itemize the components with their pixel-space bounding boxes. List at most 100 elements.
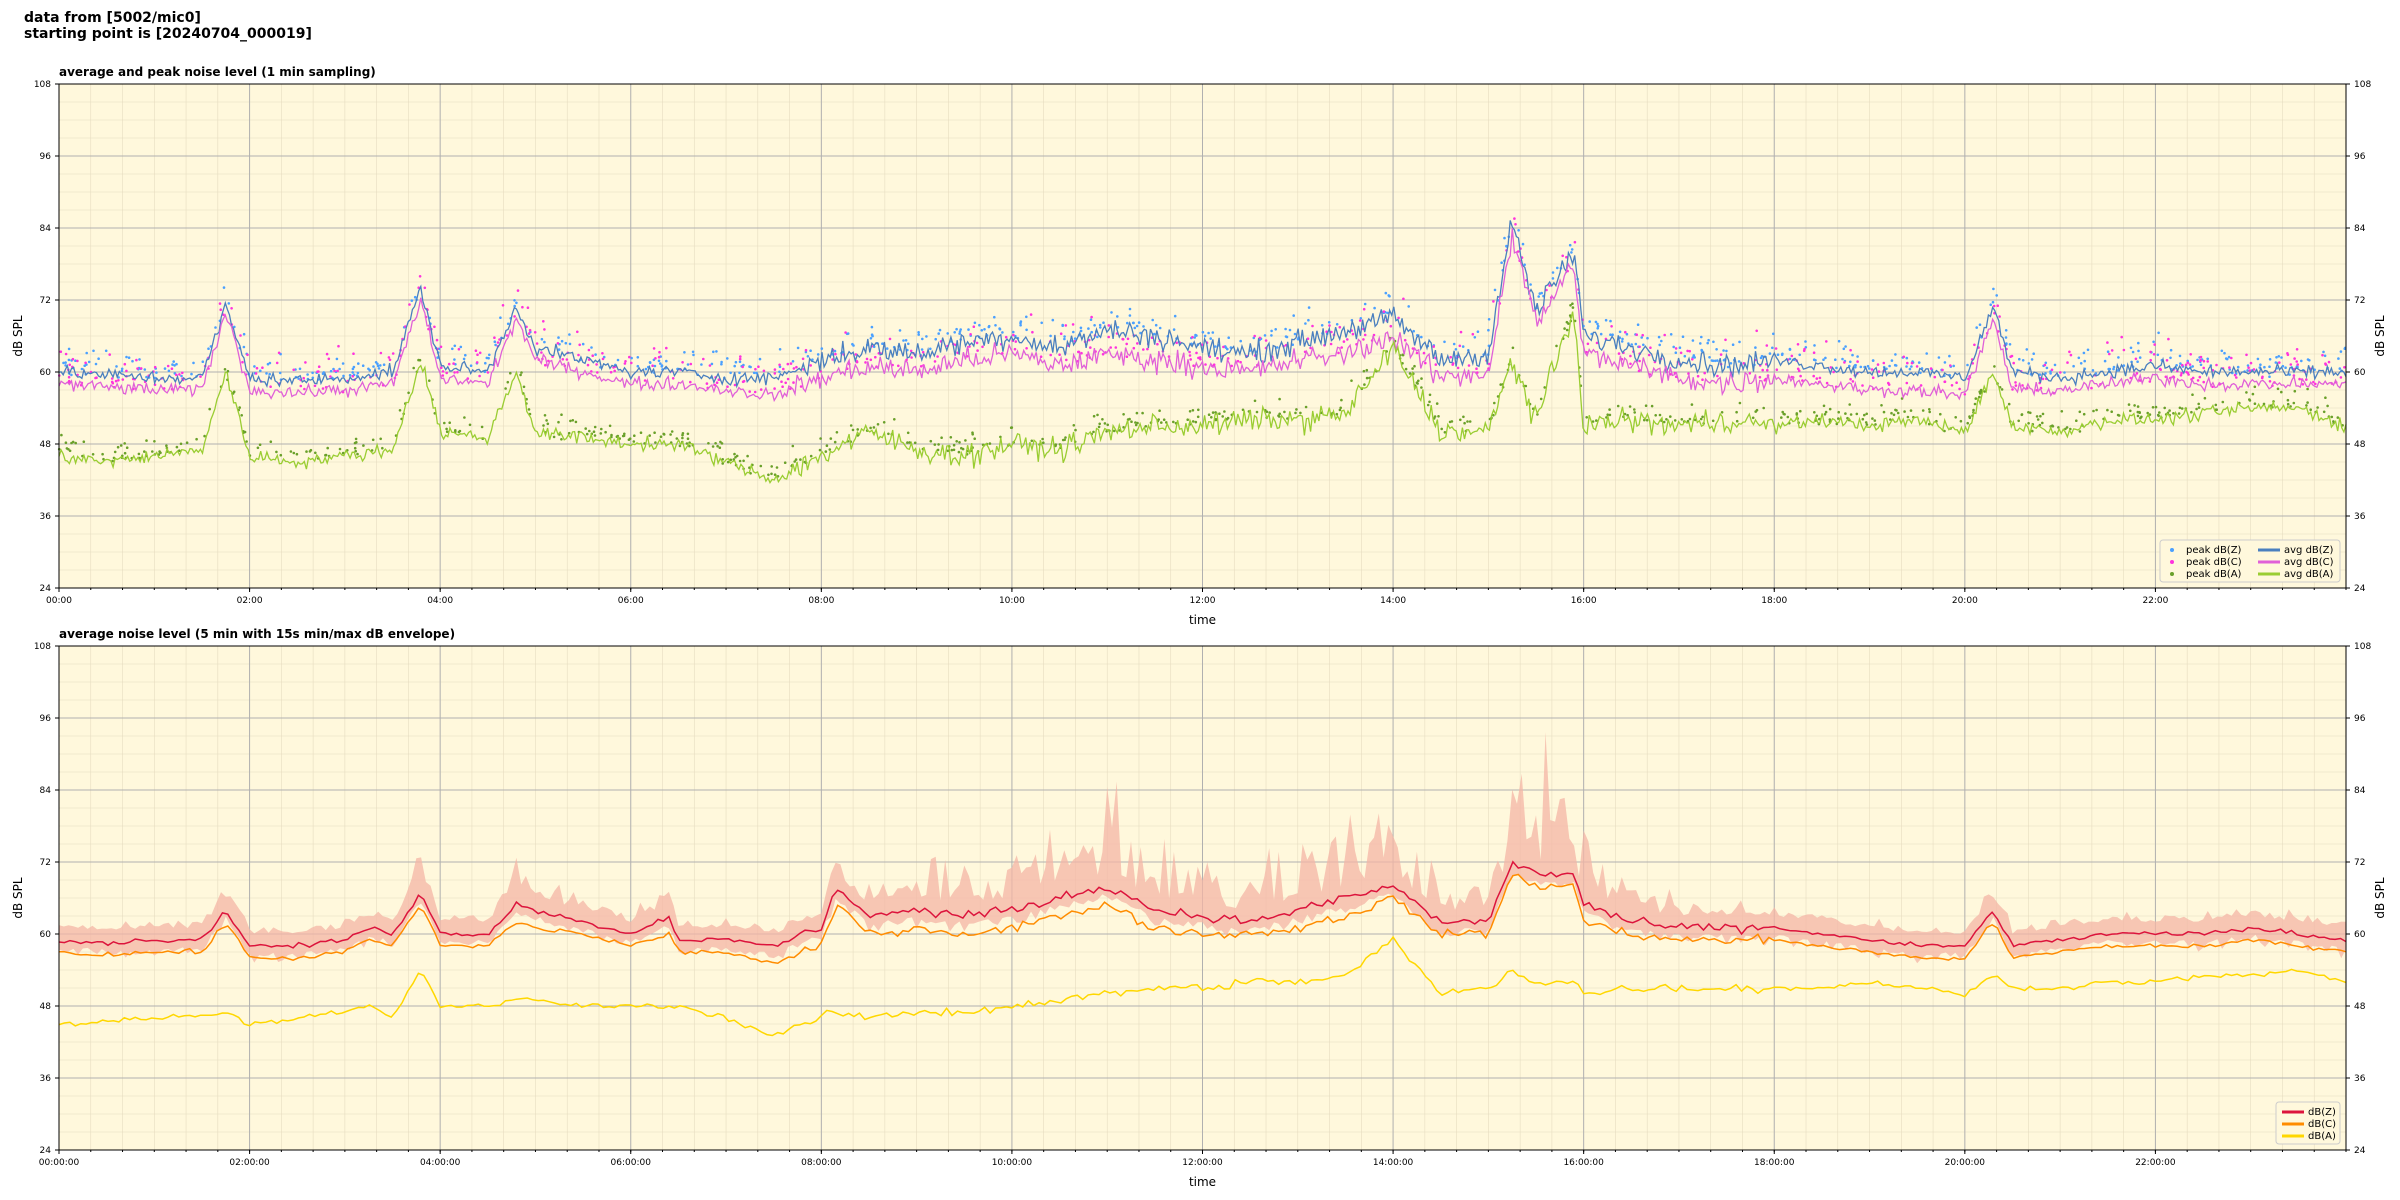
- peak-point: [60, 433, 63, 437]
- peak-point: [1688, 417, 1692, 421]
- peak-point: [1327, 321, 1331, 324]
- peak-point: [2184, 363, 2188, 367]
- peak-point: [2065, 426, 2069, 429]
- peak-point: [713, 383, 716, 387]
- peak-point: [1194, 333, 1197, 337]
- peak-point: [1992, 304, 1996, 308]
- peak-point: [824, 450, 828, 453]
- peak-point: [799, 458, 802, 461]
- y-tick-label-right: 84: [2354, 224, 2366, 234]
- peak-point: [1014, 334, 1017, 338]
- peak-point: [1458, 344, 1462, 348]
- peak-point: [1674, 351, 1678, 355]
- peak-point: [447, 362, 451, 366]
- peak-point: [277, 351, 281, 355]
- peak-point: [610, 435, 613, 439]
- peak-point: [361, 364, 365, 368]
- peak-point: [2339, 376, 2343, 379]
- peak-point: [718, 446, 722, 450]
- peak-point: [190, 372, 193, 376]
- peak-point: [806, 355, 810, 358]
- peak-point: [1363, 302, 1367, 306]
- peak-point: [869, 358, 873, 362]
- peak-point: [2049, 372, 2052, 375]
- peak-point: [1561, 254, 1564, 258]
- peak-point: [851, 428, 855, 432]
- peak-point: [1330, 330, 1333, 334]
- peak-point: [762, 369, 766, 373]
- peak-point: [1628, 405, 1632, 408]
- peak-point: [1329, 342, 1333, 346]
- peak-point: [1565, 328, 1569, 332]
- legend-label: avg dB(Z): [2284, 545, 2334, 556]
- peak-point: [741, 365, 744, 369]
- peak-point: [1158, 326, 1162, 330]
- peak-point: [1403, 338, 1407, 342]
- peak-point: [1197, 408, 1200, 412]
- peak-point: [1992, 287, 1995, 291]
- peak-point: [2197, 406, 2201, 409]
- peak-point: [1090, 330, 1093, 334]
- peak-point: [542, 320, 545, 323]
- peak-point: [1864, 421, 1868, 424]
- legend-label: peak dB(C): [2186, 557, 2242, 568]
- peak-point: [83, 364, 86, 368]
- peak-point: [1724, 338, 1727, 342]
- peak-point: [1796, 343, 1800, 346]
- peak-point: [440, 366, 443, 370]
- peak-point: [1710, 359, 1714, 362]
- peak-point: [1471, 332, 1475, 336]
- peak-point: [121, 378, 125, 381]
- peak-point: [2060, 410, 2064, 413]
- peak-point: [998, 327, 1002, 331]
- peak-point: [938, 328, 942, 332]
- peak-point: [578, 343, 581, 347]
- peak-point: [1087, 327, 1090, 330]
- peak-point: [952, 443, 956, 447]
- peak-point: [983, 328, 986, 331]
- peak-point: [1372, 333, 1376, 337]
- peak-point: [560, 413, 563, 417]
- peak-point: [1635, 333, 1638, 337]
- peak-point: [689, 362, 693, 366]
- peak-point: [816, 353, 820, 356]
- peak-point: [1950, 384, 1954, 387]
- peak-point: [1701, 415, 1704, 419]
- peak-point: [1362, 307, 1366, 311]
- peak-point: [1350, 379, 1353, 383]
- peak-point: [1665, 418, 1668, 421]
- y-tick-label-right: 60: [2354, 930, 2366, 940]
- y-tick-label: 108: [34, 642, 51, 652]
- peak-point: [1540, 291, 1543, 295]
- peak-point: [1443, 340, 1446, 344]
- y-tick-label: 96: [40, 714, 52, 724]
- peak-point: [758, 357, 762, 361]
- y-tick-label: 48: [40, 1002, 52, 1012]
- peak-point: [1320, 324, 1324, 327]
- peak-point: [792, 381, 795, 384]
- peak-point: [1135, 411, 1139, 415]
- peak-point: [949, 436, 953, 439]
- peak-point: [111, 381, 115, 385]
- peak-point: [2203, 396, 2207, 400]
- peak-point: [1948, 354, 1951, 358]
- peak-point: [2253, 402, 2257, 406]
- peak-point: [2149, 350, 2152, 354]
- peak-point: [1112, 429, 1116, 433]
- peak-point: [1134, 423, 1138, 427]
- peak-point: [652, 347, 656, 350]
- peak-point: [91, 453, 95, 456]
- peak-point: [1586, 342, 1590, 346]
- peak-point: [516, 289, 520, 292]
- peak-point: [1943, 429, 1946, 433]
- peak-point: [356, 371, 360, 375]
- peak-point: [833, 349, 837, 353]
- peak-point: [835, 431, 839, 434]
- peak-point: [1716, 374, 1719, 378]
- peak-point: [527, 408, 531, 411]
- peak-point: [70, 373, 73, 377]
- peak-point: [1428, 393, 1432, 397]
- peak-point: [1207, 413, 1211, 417]
- peak-point: [2041, 377, 2045, 381]
- peak-point: [1130, 420, 1133, 424]
